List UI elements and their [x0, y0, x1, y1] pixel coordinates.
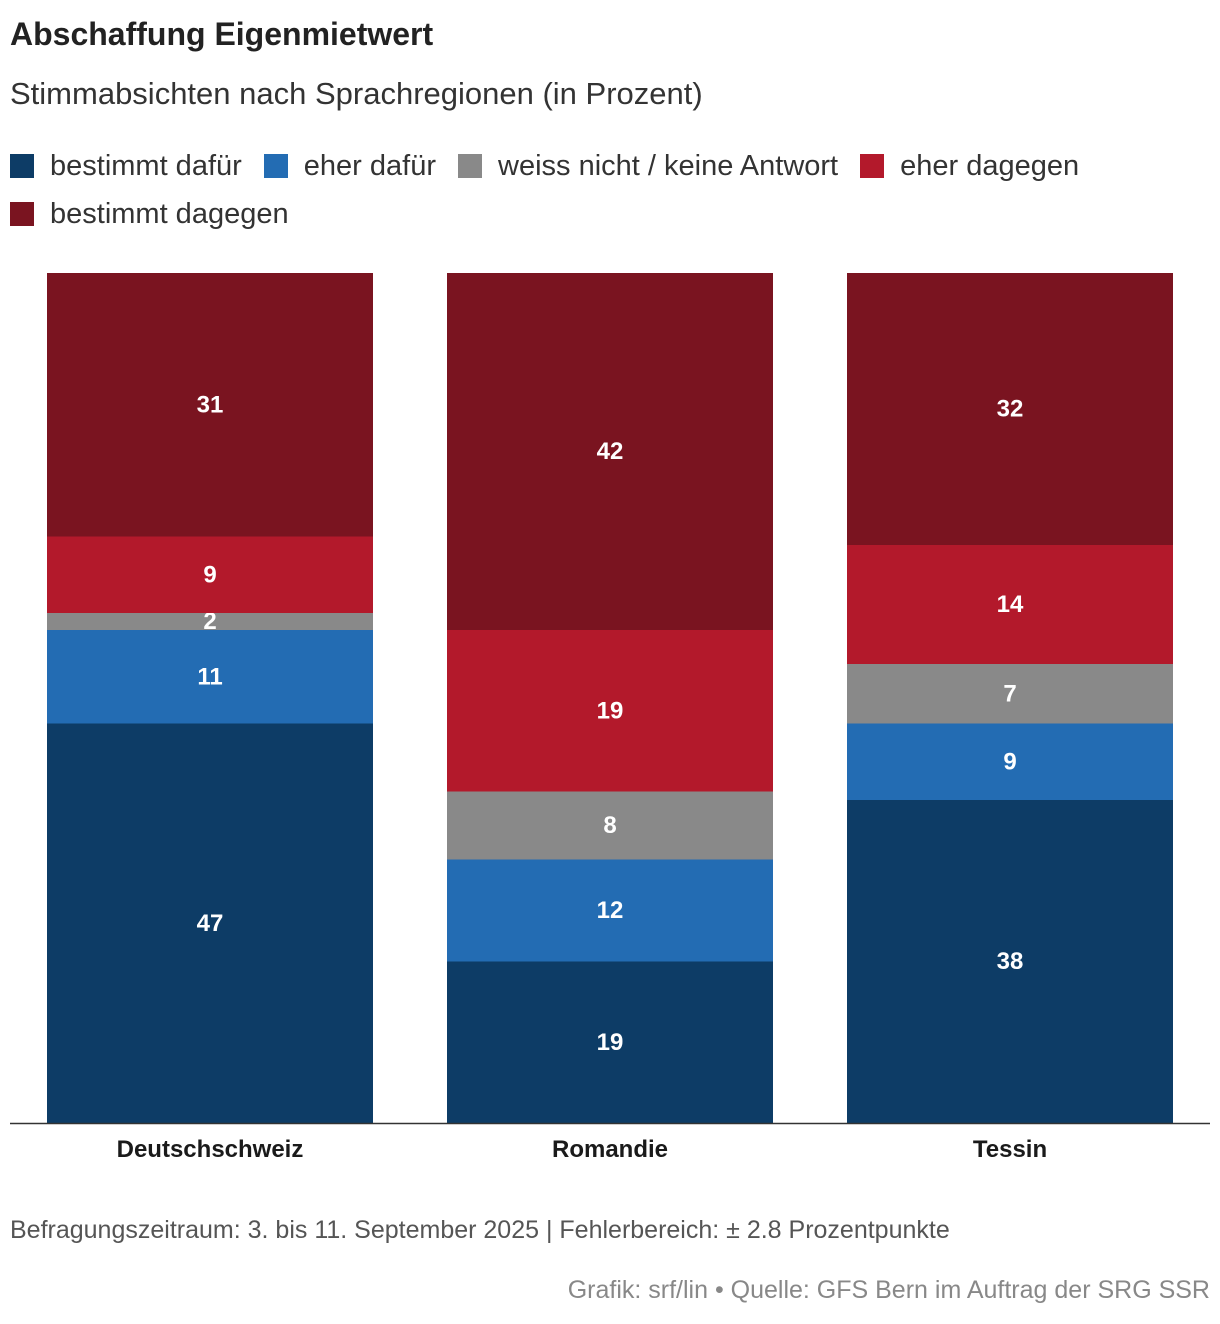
data-label: 8 [603, 812, 616, 839]
category-label: Romandie [552, 1136, 668, 1163]
source-credit: Grafik: srf/lin • Quelle: GFS Bern im Au… [567, 1276, 1210, 1304]
data-label: 12 [597, 897, 624, 924]
data-label: 32 [997, 396, 1024, 423]
chart-subtitle: Stimmabsichten nach Sprachregionen (in P… [10, 76, 703, 111]
bar-segment [47, 613, 373, 630]
data-label: 14 [997, 591, 1024, 618]
legend-swatch [10, 202, 34, 226]
bar-segment [47, 273, 373, 537]
legend-item: weiss nicht / keine Antwort [458, 142, 838, 190]
legend-label: bestimmt dagegen [50, 197, 289, 230]
chart-title: Abschaffung Eigenmietwert [10, 16, 434, 52]
data-label: 11 [197, 663, 222, 690]
data-label: 9 [203, 561, 216, 588]
stacked-bar-chart: 47 11 2 9 31 Deutschschweiz 19 12 8 19 42 Romandie 3… [10, 273, 1210, 1163]
data-label: 9 [1003, 748, 1016, 775]
bar-segment [47, 630, 373, 724]
survey-note: Befragungszeitraum: 3. bis 11. September… [10, 1216, 950, 1244]
legend-item: bestimmt dagegen [10, 190, 289, 238]
data-label: 47 [197, 910, 224, 937]
bar-segment [447, 630, 773, 792]
bar-segment [447, 791, 773, 860]
legend-label: eher dagegen [900, 149, 1080, 182]
legend-item: bestimmt dafür [10, 142, 242, 190]
legend-item: eher dagegen [860, 142, 1079, 190]
data-label: 42 [597, 438, 624, 465]
legend-swatch [10, 154, 34, 178]
legend-swatch [263, 154, 288, 178]
data-label: 7 [1003, 680, 1016, 707]
bar-segment [847, 800, 1173, 1123]
data-label: 38 [997, 948, 1024, 975]
category-label: Deutschschweiz [117, 1136, 304, 1163]
bar-segment [47, 536, 373, 613]
legend-swatch [860, 154, 885, 178]
data-label: 19 [597, 1029, 624, 1056]
data-label: 31 [197, 391, 224, 418]
legend-label: eher dafür [303, 149, 436, 182]
legend-item: eher dafür [263, 142, 436, 190]
bar-segment [847, 545, 1173, 664]
bar-segment [847, 273, 1173, 545]
legend: bestimmt dafür eher dafür weiss nicht / ke… [10, 142, 1210, 238]
legend-label: bestimmt dafür [50, 149, 242, 182]
bar-segment [847, 723, 1173, 800]
category-label: Tessin [973, 1136, 1047, 1163]
legend-label: weiss nicht / keine Antwort [498, 149, 839, 182]
bar-segment [847, 664, 1173, 724]
bar-segment [47, 723, 373, 1123]
legend-swatch [458, 154, 482, 178]
data-label: 19 [597, 697, 624, 724]
bar-segment [447, 859, 773, 962]
data-label: 2 [203, 608, 216, 635]
bar-segment [447, 273, 773, 630]
bar-segment [447, 961, 773, 1123]
